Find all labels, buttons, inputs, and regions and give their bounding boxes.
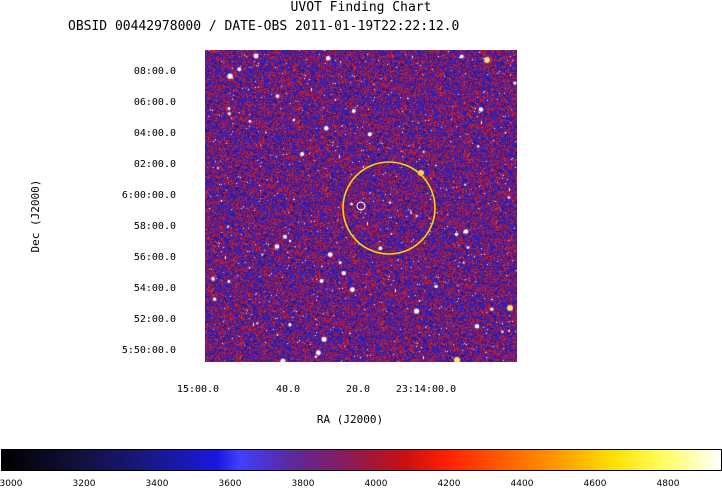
dec-tick: 08:00.0 <box>133 66 176 77</box>
dec-tick: 04:00.0 <box>133 128 176 139</box>
colorbar-tick: 3200 <box>72 479 96 489</box>
colorbar-tick: 3800 <box>291 479 315 489</box>
x-axis-label: RA (J2000) <box>316 413 384 426</box>
colorbar-tick: 3400 <box>145 479 169 489</box>
dec-tick: 02:00.0 <box>133 159 176 170</box>
dec-tick: 54:00.0 <box>133 283 176 294</box>
colorbar-tick: 3600 <box>218 479 242 489</box>
ra-tick: 23:14:00.0 <box>395 384 457 395</box>
y-axis-label: Dec (J2000) <box>29 179 42 253</box>
ra-tick: 15:00.0 <box>176 384 220 395</box>
obs-subtitle: OBSID 00442978000 / DATE-OBS 2011-01-19T… <box>68 19 460 34</box>
dec-tick: 56:00.0 <box>133 252 176 263</box>
dec-tick: 06:00.0 <box>133 97 176 108</box>
chart-title: UVOT Finding Chart <box>290 0 432 15</box>
colorbar-tick: 4200 <box>437 479 461 489</box>
source-marker <box>356 201 366 211</box>
error-circle <box>342 161 436 255</box>
colorbar <box>1 449 722 471</box>
ra-tick: 40.0 <box>275 384 301 395</box>
sky-image <box>205 50 517 362</box>
colorbar-tick: 4400 <box>510 479 534 489</box>
colorbar-tick: 4600 <box>583 479 607 489</box>
colorbar-tick: 4800 <box>656 479 680 489</box>
dec-tick: 6:00:00.0 <box>121 190 176 201</box>
ra-tick: 20.0 <box>345 384 371 395</box>
colorbar-tick: 4000 <box>364 479 388 489</box>
dec-tick: 5:50:00.0 <box>121 345 176 356</box>
dec-tick: 52:00.0 <box>133 314 176 325</box>
image-overlay <box>342 161 436 255</box>
colorbar-tick: 3000 <box>0 479 23 489</box>
dec-tick: 58:00.0 <box>133 221 176 232</box>
